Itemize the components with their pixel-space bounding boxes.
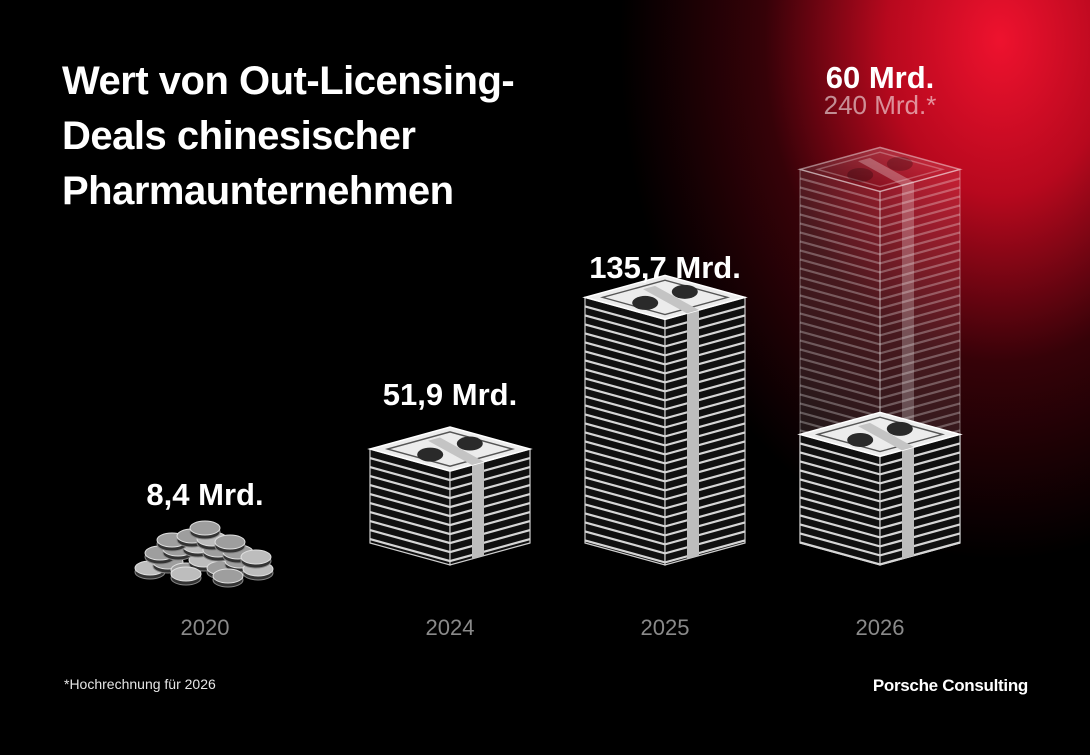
title-line-3: Pharmaunternehmen <box>62 169 454 213</box>
chart-title: Wert von Out-Licensing- Deals chinesisch… <box>62 54 582 219</box>
year-label-2026: 2026 <box>856 615 905 640</box>
value-label-2026: 60 Mrd. <box>826 60 935 95</box>
bar-2024 <box>367 426 533 566</box>
footnote: *Hochrechnung für 2026 <box>64 676 216 692</box>
value-label-2025: 135,7 Mrd. <box>589 250 741 285</box>
value-label-2024: 51,9 Mrd. <box>383 377 517 412</box>
bar-2025 <box>582 274 748 566</box>
title-line-2: Deals chinesischer <box>62 114 416 158</box>
bar-2026 <box>797 411 963 566</box>
coin-pile-2020 <box>134 520 274 588</box>
value-label-2020: 8,4 Mrd. <box>146 477 263 512</box>
brand-logo-text: Porsche Consulting <box>872 676 1028 695</box>
title-line-1: Wert von Out-Licensing- <box>62 59 515 103</box>
year-label-2024: 2024 <box>426 615 475 640</box>
year-label-2025: 2025 <box>641 615 690 640</box>
projection-label-2026: 240 Mrd.* <box>824 90 937 120</box>
year-label-2020: 2020 <box>181 615 230 640</box>
